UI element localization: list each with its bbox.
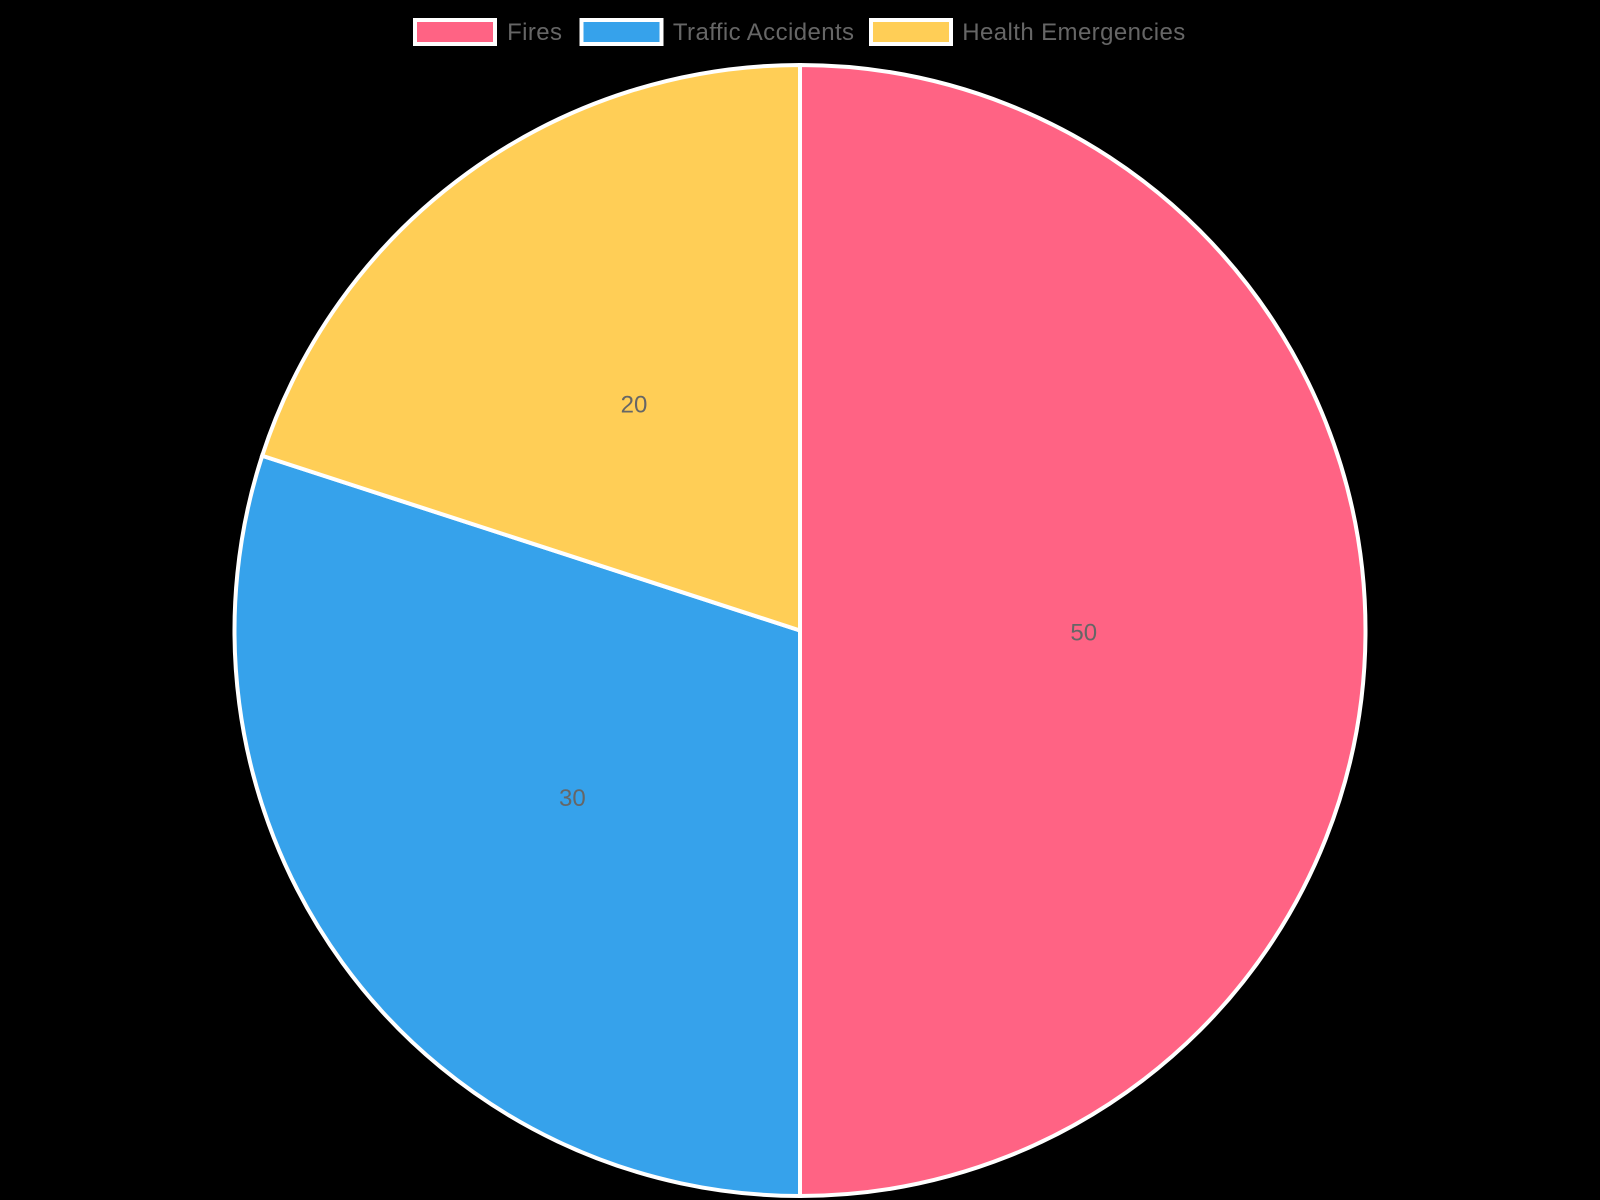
svg-text:50: 50 bbox=[1070, 619, 1097, 646]
svg-text:Traffic Accidents: Traffic Accidents bbox=[673, 19, 855, 46]
svg-text:20: 20 bbox=[621, 391, 648, 418]
svg-text:Health Emergencies: Health Emergencies bbox=[962, 19, 1185, 46]
svg-text:Fires: Fires bbox=[507, 19, 562, 46]
svg-text:30: 30 bbox=[559, 785, 586, 812]
